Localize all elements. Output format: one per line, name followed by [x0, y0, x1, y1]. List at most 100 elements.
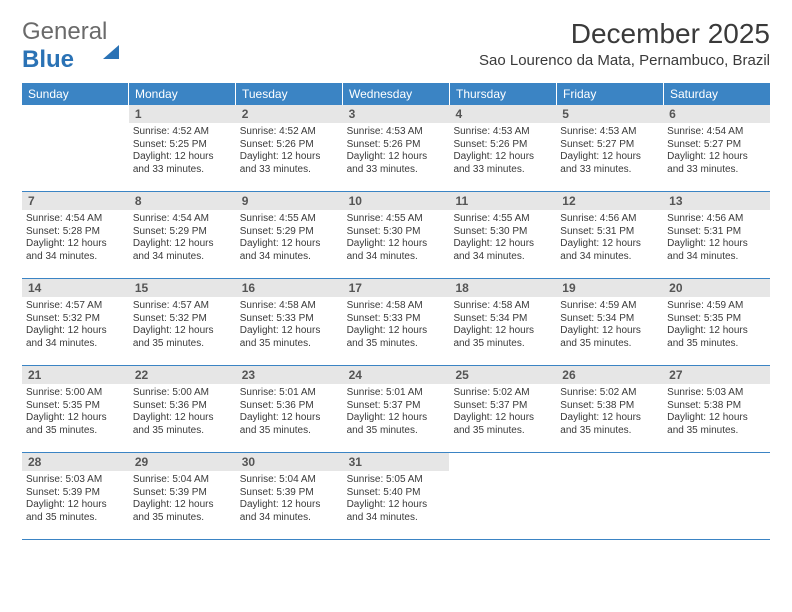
sunset-text: Sunset: 5:39 PM	[26, 487, 125, 500]
sunset-text: Sunset: 5:32 PM	[26, 313, 125, 326]
daylight-text: Daylight: 12 hours and 35 minutes.	[453, 325, 552, 350]
sunset-text: Sunset: 5:37 PM	[453, 400, 552, 413]
sunset-text: Sunset: 5:32 PM	[133, 313, 232, 326]
sunset-text: Sunset: 5:30 PM	[347, 226, 446, 239]
day-number: 16	[236, 279, 343, 297]
day-cell: 6Sunrise: 4:54 AMSunset: 5:27 PMDaylight…	[663, 105, 770, 191]
daylight-text: Daylight: 12 hours and 35 minutes.	[240, 325, 339, 350]
sunset-text: Sunset: 5:40 PM	[347, 487, 446, 500]
day-number: 10	[343, 192, 450, 210]
daylight-text: Daylight: 12 hours and 34 minutes.	[26, 238, 125, 263]
sunrise-text: Sunrise: 5:01 AM	[240, 387, 339, 400]
day-number: 30	[236, 453, 343, 471]
day-number: 26	[556, 366, 663, 384]
sunset-text: Sunset: 5:26 PM	[240, 139, 339, 152]
daylight-text: Daylight: 12 hours and 35 minutes.	[453, 412, 552, 437]
day-body: Sunrise: 5:01 AMSunset: 5:36 PMDaylight:…	[236, 384, 343, 441]
sunrise-text: Sunrise: 4:58 AM	[453, 300, 552, 313]
day-body: Sunrise: 4:55 AMSunset: 5:30 PMDaylight:…	[343, 210, 450, 267]
sunrise-text: Sunrise: 4:53 AM	[347, 126, 446, 139]
day-number: 5	[556, 105, 663, 123]
calendar: SundayMondayTuesdayWednesdayThursdayFrid…	[22, 83, 770, 540]
day-cell: 8Sunrise: 4:54 AMSunset: 5:29 PMDaylight…	[129, 192, 236, 278]
day-cell: 11Sunrise: 4:55 AMSunset: 5:30 PMDayligh…	[449, 192, 556, 278]
day-body: Sunrise: 4:57 AMSunset: 5:32 PMDaylight:…	[22, 297, 129, 354]
day-number: 19	[556, 279, 663, 297]
day-body: Sunrise: 5:04 AMSunset: 5:39 PMDaylight:…	[236, 471, 343, 528]
day-body: Sunrise: 5:03 AMSunset: 5:38 PMDaylight:…	[663, 384, 770, 441]
logo-part2: Blue	[22, 46, 74, 73]
day-body: Sunrise: 4:55 AMSunset: 5:29 PMDaylight:…	[236, 210, 343, 267]
daylight-text: Daylight: 12 hours and 33 minutes.	[347, 151, 446, 176]
sunrise-text: Sunrise: 4:55 AM	[240, 213, 339, 226]
day-body: Sunrise: 4:53 AMSunset: 5:26 PMDaylight:…	[449, 123, 556, 180]
day-cell: 4Sunrise: 4:53 AMSunset: 5:26 PMDaylight…	[449, 105, 556, 191]
sunset-text: Sunset: 5:38 PM	[667, 400, 766, 413]
day-body: Sunrise: 4:58 AMSunset: 5:33 PMDaylight:…	[343, 297, 450, 354]
daylight-text: Daylight: 12 hours and 35 minutes.	[667, 412, 766, 437]
day-number: 22	[129, 366, 236, 384]
sunset-text: Sunset: 5:36 PM	[133, 400, 232, 413]
day-number: 14	[22, 279, 129, 297]
sunrise-text: Sunrise: 4:57 AM	[133, 300, 232, 313]
daylight-text: Daylight: 12 hours and 35 minutes.	[560, 325, 659, 350]
day-cell: 21Sunrise: 5:00 AMSunset: 5:35 PMDayligh…	[22, 366, 129, 452]
sunrise-text: Sunrise: 4:54 AM	[26, 213, 125, 226]
sunrise-text: Sunrise: 5:02 AM	[560, 387, 659, 400]
sunrise-text: Sunrise: 5:04 AM	[240, 474, 339, 487]
sunrise-text: Sunrise: 4:57 AM	[26, 300, 125, 313]
title-block: December 2025 Sao Lourenco da Mata, Pern…	[479, 18, 770, 77]
day-number: 25	[449, 366, 556, 384]
day-cell: 29Sunrise: 5:04 AMSunset: 5:39 PMDayligh…	[129, 453, 236, 539]
day-body: Sunrise: 4:55 AMSunset: 5:30 PMDaylight:…	[449, 210, 556, 267]
sunrise-text: Sunrise: 4:53 AM	[560, 126, 659, 139]
sunrise-text: Sunrise: 4:59 AM	[560, 300, 659, 313]
weeks-container: 1Sunrise: 4:52 AMSunset: 5:25 PMDaylight…	[22, 105, 770, 540]
daylight-text: Daylight: 12 hours and 34 minutes.	[347, 238, 446, 263]
day-cell: 2 Sunrise: 4:52 AMSunset: 5:26 PMDaylight…	[236, 105, 343, 191]
daylight-text: Daylight: 12 hours and 33 minutes.	[240, 151, 339, 176]
week-row: 7Sunrise: 4:54 AMSunset: 5:28 PMDaylight…	[22, 192, 770, 279]
day-number: 4	[449, 105, 556, 123]
sunset-text: Sunset: 5:39 PM	[240, 487, 339, 500]
month-title: December 2025	[479, 18, 770, 50]
day-number: 17	[343, 279, 450, 297]
sunrise-text: Sunrise: 4:52 AM	[240, 126, 339, 139]
daylight-text: Daylight: 12 hours and 33 minutes.	[667, 151, 766, 176]
daylight-text: Daylight: 12 hours and 35 minutes.	[560, 412, 659, 437]
day-body: Sunrise: 4:56 AMSunset: 5:31 PMDaylight:…	[663, 210, 770, 267]
week-row: 28Sunrise: 5:03 AMSunset: 5:39 PMDayligh…	[22, 453, 770, 540]
sunrise-text: Sunrise: 5:00 AM	[26, 387, 125, 400]
week-row: 21Sunrise: 5:00 AMSunset: 5:35 PMDayligh…	[22, 366, 770, 453]
day-number: 23	[236, 366, 343, 384]
day-cell: 5Sunrise: 4:53 AMSunset: 5:27 PMDaylight…	[556, 105, 663, 191]
day-body: Sunrise: 4:54 AMSunset: 5:28 PMDaylight:…	[22, 210, 129, 267]
day-number: 6	[663, 105, 770, 123]
daylight-text: Daylight: 12 hours and 34 minutes.	[26, 325, 125, 350]
sunset-text: Sunset: 5:34 PM	[453, 313, 552, 326]
day-cell: 10Sunrise: 4:55 AMSunset: 5:30 PMDayligh…	[343, 192, 450, 278]
daylight-text: Daylight: 12 hours and 34 minutes.	[240, 238, 339, 263]
sunset-text: Sunset: 5:35 PM	[26, 400, 125, 413]
daylight-text: Daylight: 12 hours and 35 minutes.	[667, 325, 766, 350]
daylight-text: Daylight: 12 hours and 34 minutes.	[453, 238, 552, 263]
sunrise-text: Sunrise: 5:03 AM	[667, 387, 766, 400]
daylight-text: Daylight: 12 hours and 35 minutes.	[240, 412, 339, 437]
daylight-text: Daylight: 12 hours and 34 minutes.	[347, 499, 446, 524]
day-cell: 1Sunrise: 4:52 AMSunset: 5:25 PMDaylight…	[129, 105, 236, 191]
day-number: 7	[22, 192, 129, 210]
daylight-text: Daylight: 12 hours and 34 minutes.	[133, 238, 232, 263]
sunrise-text: Sunrise: 4:54 AM	[133, 213, 232, 226]
day-number: 24	[343, 366, 450, 384]
day-number: 2	[236, 105, 343, 123]
day-body: Sunrise: 5:04 AMSunset: 5:39 PMDaylight:…	[129, 471, 236, 528]
day-body: Sunrise: 5:02 AMSunset: 5:38 PMDaylight:…	[556, 384, 663, 441]
day-cell	[663, 453, 770, 539]
daylight-text: Daylight: 12 hours and 34 minutes.	[240, 499, 339, 524]
daylight-text: Daylight: 12 hours and 34 minutes.	[667, 238, 766, 263]
day-body: Sunrise: 4:54 AMSunset: 5:27 PMDaylight:…	[663, 123, 770, 180]
sunset-text: Sunset: 5:39 PM	[133, 487, 232, 500]
sunset-text: Sunset: 5:30 PM	[453, 226, 552, 239]
day-number: 8	[129, 192, 236, 210]
sunrise-text: Sunrise: 4:55 AM	[347, 213, 446, 226]
